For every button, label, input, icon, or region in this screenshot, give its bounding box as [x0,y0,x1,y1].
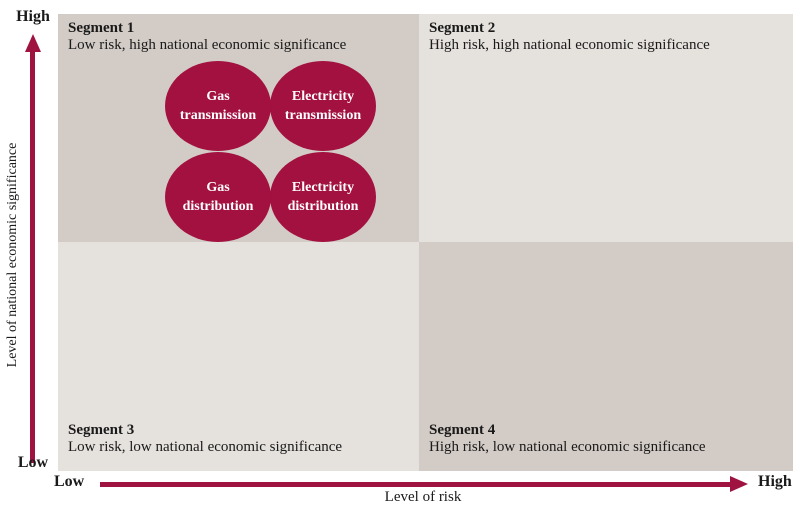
y-axis-title: Level of national economic significance [5,142,20,368]
segment-2-title: Segment 2 [429,20,496,36]
bubble-gas-distribution: Gas distribution [165,152,271,242]
bubble-gas-distribution-line1: Gas [206,180,230,195]
x-axis-low-label: Low [54,473,85,490]
quadrant-segment-4: Segment 4 High risk, low national econom… [419,242,793,471]
bubble-gas-transmission: Gas transmission [165,61,271,151]
y-axis-high-label: High [16,8,50,25]
segment-4-title: Segment 4 [429,422,496,438]
y-axis-arrow [30,50,35,463]
segment-3-title: Segment 3 [68,422,135,438]
segment-3-description: Low risk, low national economic signific… [68,439,343,455]
bubble-electricity-transmission-line1: Electricity [291,89,355,104]
segment-1-description: Low risk, high national economic signifi… [68,37,347,53]
bubble-gas-distribution-line2: distribution [182,199,254,214]
x-axis-title: Level of risk [384,489,462,505]
bubble-electricity-transmission-line2: transmission [284,108,362,123]
segment-1-title: Segment 1 [68,20,135,36]
y-axis-low-label: Low [17,454,49,471]
bubble-electricity-distribution-line2: distribution [287,199,359,214]
bubble-gas-transmission-line2: transmission [179,108,257,123]
segment-2-description: High risk, high national economic signif… [429,37,710,53]
x-axis-arrowhead-icon [730,476,748,492]
quadrant-segment-2: Segment 2 High risk, high national econo… [419,14,793,242]
bubble-electricity-distribution-line1: Electricity [291,180,355,195]
quadrant-segment-3: Segment 3 Low risk, low national economi… [58,242,419,471]
bubble-electricity-transmission: Electricity transmission [270,61,376,151]
segment-4-description: High risk, low national economic signifi… [429,439,706,455]
bubble-gas-transmission-line1: Gas [206,89,230,104]
x-axis-arrow [100,482,732,487]
bubble-electricity-distribution: Electricity distribution [270,152,376,242]
x-axis-high-label: High [758,473,792,490]
y-axis-arrowhead-icon [25,34,41,52]
